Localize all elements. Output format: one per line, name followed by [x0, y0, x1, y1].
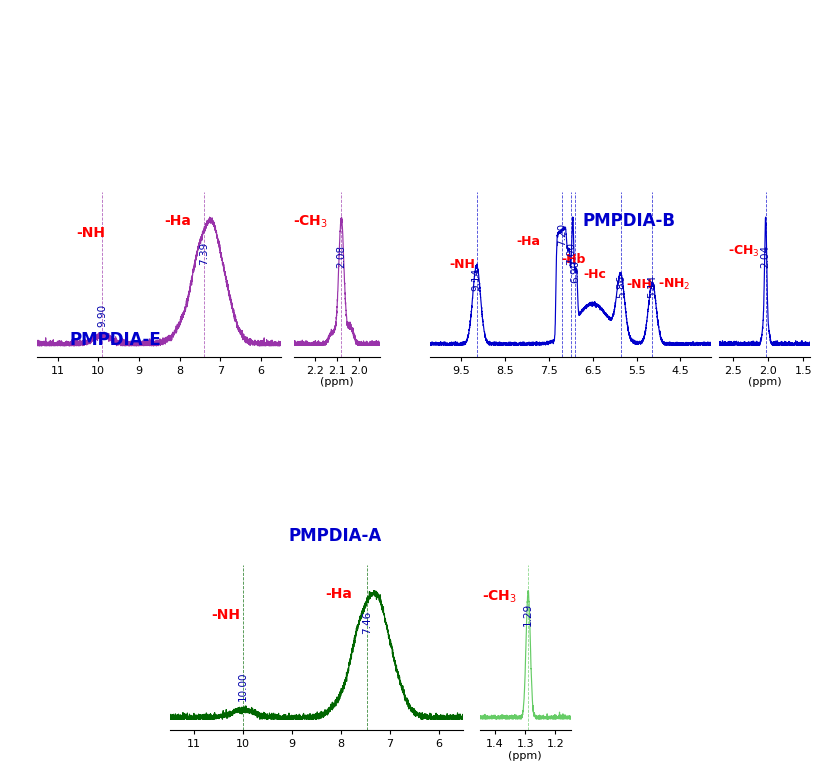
Text: PMPDIA-A: PMPDIA-A — [289, 527, 381, 545]
Text: -Ha: -Ha — [325, 588, 351, 601]
Text: PMPDIA-E: PMPDIA-E — [70, 331, 161, 349]
Text: -Hb: -Hb — [561, 253, 586, 266]
Text: 10.00: 10.00 — [238, 672, 248, 701]
Text: 7.46: 7.46 — [362, 611, 372, 634]
Text: -NH: -NH — [450, 258, 476, 271]
Text: -Ha: -Ha — [164, 214, 191, 228]
Text: -NH$_2$: -NH$_2$ — [658, 277, 691, 292]
Text: -NH: -NH — [76, 226, 105, 240]
X-axis label: (ppm): (ppm) — [320, 377, 354, 387]
Text: 2.04: 2.04 — [761, 245, 771, 268]
X-axis label: (ppm): (ppm) — [748, 377, 782, 387]
Text: 9.90: 9.90 — [98, 304, 108, 328]
Text: -CH$_3$: -CH$_3$ — [482, 589, 517, 605]
FancyBboxPatch shape — [1, 5, 409, 387]
Text: 7.00: 7.00 — [566, 242, 576, 265]
Text: -CH$_3$: -CH$_3$ — [728, 244, 760, 259]
Text: -Ha: -Ha — [516, 235, 540, 248]
Text: 1.29: 1.29 — [523, 603, 533, 626]
Text: 7.39: 7.39 — [199, 242, 209, 265]
Text: -CH$_3$: -CH$_3$ — [294, 214, 328, 230]
Text: 5.86: 5.86 — [616, 275, 626, 298]
Text: -NH: -NH — [627, 278, 653, 291]
Text: -NH: -NH — [211, 607, 240, 621]
Text: 5.14: 5.14 — [648, 275, 657, 298]
Text: PMPDIA-B: PMPDIA-B — [582, 212, 675, 230]
Text: 2.08: 2.08 — [337, 245, 347, 268]
Text: 6.90: 6.90 — [570, 260, 580, 283]
X-axis label: (ppm): (ppm) — [509, 751, 542, 761]
FancyBboxPatch shape — [121, 385, 706, 767]
Text: -Hc: -Hc — [583, 268, 606, 281]
Text: 7.20: 7.20 — [557, 223, 566, 246]
Text: 9.14: 9.14 — [471, 268, 481, 291]
FancyBboxPatch shape — [409, 5, 827, 387]
